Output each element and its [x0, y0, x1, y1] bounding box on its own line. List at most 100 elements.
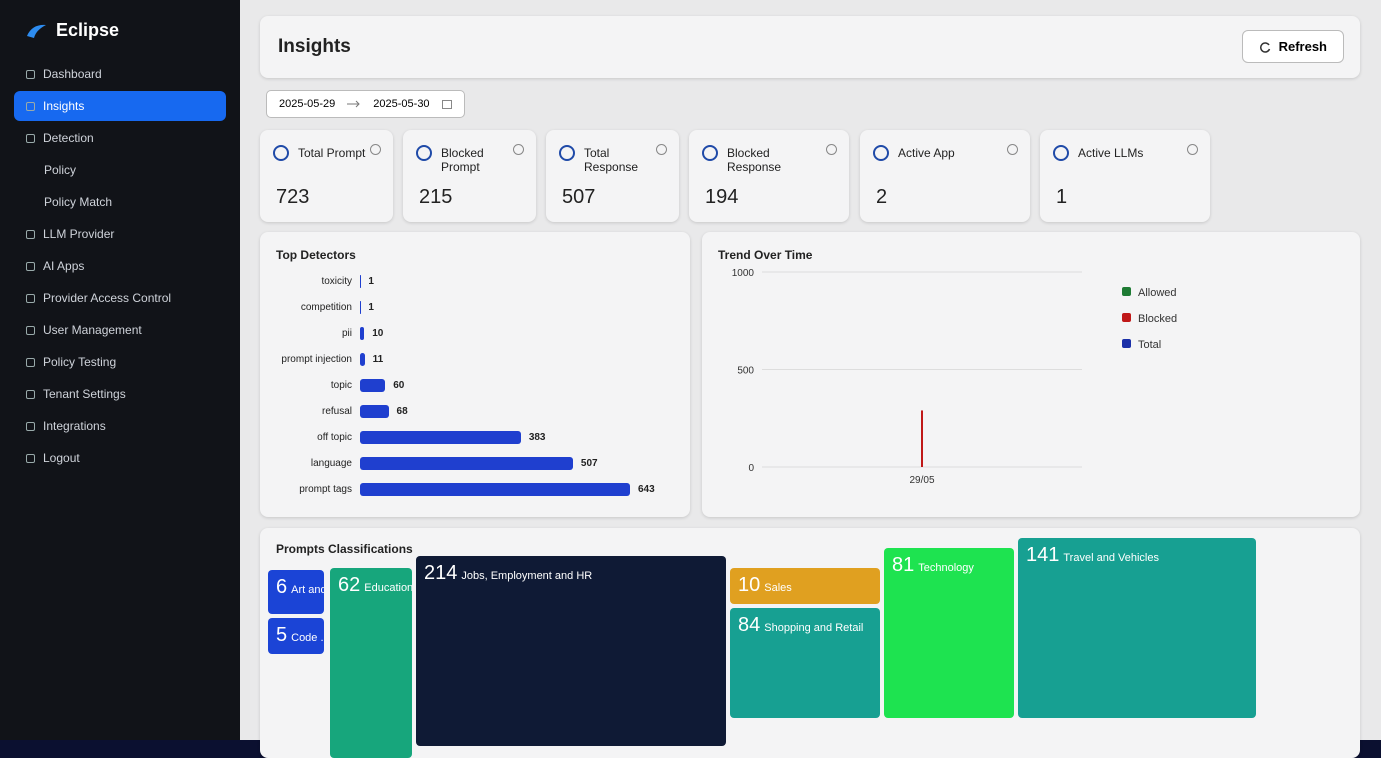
bar [360, 483, 630, 496]
tile-label: Technology [918, 562, 974, 574]
tile-value: 10 [738, 574, 761, 596]
nav-item[interactable]: Logout [14, 443, 226, 473]
spike [921, 410, 923, 467]
info-icon [1007, 144, 1018, 155]
calendar-icon [441, 100, 452, 109]
tile-value: 6 [276, 576, 288, 598]
nav-item[interactable]: AI Apps [14, 251, 226, 281]
card-icon [702, 145, 718, 161]
category-label: refusal [321, 406, 352, 417]
tile-label: Art and ... [291, 584, 324, 596]
nav-label: Policy Testing [43, 355, 117, 369]
tile-label: Shopping and Retail [764, 622, 864, 634]
refresh-label: Refresh [1278, 39, 1327, 54]
nav-item[interactable]: User Management [14, 315, 226, 345]
stat-card: Blocked Prompt 215 [403, 130, 536, 222]
icon-shape [1053, 145, 1069, 161]
y-tick-label: 0 [748, 463, 754, 474]
card-label: Active App [898, 146, 955, 160]
nav-item[interactable]: Integrations [14, 411, 226, 441]
nav-icon [26, 389, 35, 399]
card-label: Blocked Prompt [441, 146, 484, 174]
stat-card: Total Response 507 [546, 130, 679, 222]
card-icon [873, 145, 889, 161]
y-tick-label: 500 [737, 366, 754, 377]
nav-item[interactable]: LLM Provider [14, 219, 226, 249]
nav-item[interactable]: Policy [14, 155, 226, 185]
nav-label: Policy Match [44, 195, 113, 209]
brand: Eclipse [24, 20, 226, 41]
value-label: 383 [528, 432, 546, 443]
treemap-tile[interactable]: 84 Shopping and Retail [730, 608, 880, 718]
trend-chart: 0 500 1000 29/05 Allowed Blocked Total [732, 268, 1177, 486]
card-value: 1 [1056, 186, 1068, 208]
date-range[interactable]: 2025-05-29 2025-05-30 [266, 90, 465, 118]
icon-shape [416, 145, 432, 161]
stat-card: Active LLMs 1 [1040, 130, 1210, 222]
card-icon [1053, 145, 1069, 161]
card-label: Total Response [584, 146, 639, 174]
nav-item[interactable]: Provider Access Control [14, 283, 226, 313]
card-label: Blocked Response [727, 146, 782, 174]
value-label: 1 [368, 302, 374, 313]
tile-label: Code ... [291, 632, 324, 644]
tile-value: 214 [424, 562, 458, 584]
nav-icon [26, 325, 35, 335]
date-start: 2025-05-29 [279, 98, 336, 110]
tile-value: 62 [338, 574, 361, 596]
nav-icon [26, 421, 35, 431]
nav-item[interactable]: Policy Testing [14, 347, 226, 377]
card-icon [559, 145, 575, 161]
card-value: 194 [705, 186, 739, 208]
card-label: Active LLMs [1078, 146, 1144, 160]
nav-label: Integrations [43, 419, 106, 433]
nav-item[interactable]: Policy Match [14, 187, 226, 217]
trend-panel: Trend Over Time 0 500 1000 29/05 Allowed Bloc… [702, 232, 1360, 517]
nav-icon [26, 133, 35, 143]
legend-swatch [1122, 287, 1131, 296]
nav-item[interactable]: Dashboard [14, 59, 226, 89]
category-label: language [310, 458, 352, 469]
nav-label: AI Apps [43, 259, 85, 273]
legend-label: Allowed [1138, 287, 1177, 299]
treemap-tile[interactable]: 141 Travel and Vehicles [1018, 538, 1256, 718]
nav-label: Tenant Settings [43, 387, 126, 401]
value-label: 68 [396, 406, 408, 417]
nav-label: LLM Provider [43, 227, 115, 241]
stat-card: Blocked Response 194 [689, 130, 849, 222]
icon-shape [702, 145, 718, 161]
info-icon [513, 144, 524, 155]
value-label: 60 [393, 380, 405, 391]
treemap-tile[interactable]: 62 Education [330, 568, 412, 758]
bar [360, 353, 365, 366]
panel-title: Prompts Classifications [276, 542, 413, 556]
info-icon [826, 144, 837, 155]
tile-label: Education [364, 582, 412, 594]
category-label: prompt tags [299, 484, 352, 495]
tile-value: 84 [738, 614, 761, 636]
value-label: 11 [372, 354, 384, 365]
nav: Dashboard Insights Detection Policy Policy M… [14, 59, 226, 473]
tile-value: 5 [276, 624, 288, 646]
nav-item[interactable]: Detection [14, 123, 226, 153]
nav-icon [26, 69, 35, 79]
sidebar: Eclipse Dashboard Insights Detection Policy… [0, 0, 240, 740]
nav-item[interactable]: Tenant Settings [14, 379, 226, 409]
treemap-tile[interactable]: 10 Sales [730, 568, 880, 604]
arrow [347, 100, 360, 108]
treemap-tile[interactable]: 81 Technology [884, 548, 1014, 718]
card-value: 723 [276, 186, 310, 208]
category-label: pii [341, 328, 352, 339]
treemap-tile[interactable]: 214 Jobs, Employment and HR [416, 556, 726, 746]
nav-item[interactable]: Insights [14, 91, 226, 121]
date-end: 2025-05-30 [373, 98, 430, 110]
refresh-button[interactable]: Refresh [1241, 30, 1344, 63]
panel-title: Trend Over Time [718, 248, 813, 262]
nav-label: Provider Access Control [43, 291, 172, 305]
info-icon [370, 144, 381, 155]
header: Insights Refresh [260, 16, 1360, 78]
card-value: 2 [876, 186, 888, 208]
